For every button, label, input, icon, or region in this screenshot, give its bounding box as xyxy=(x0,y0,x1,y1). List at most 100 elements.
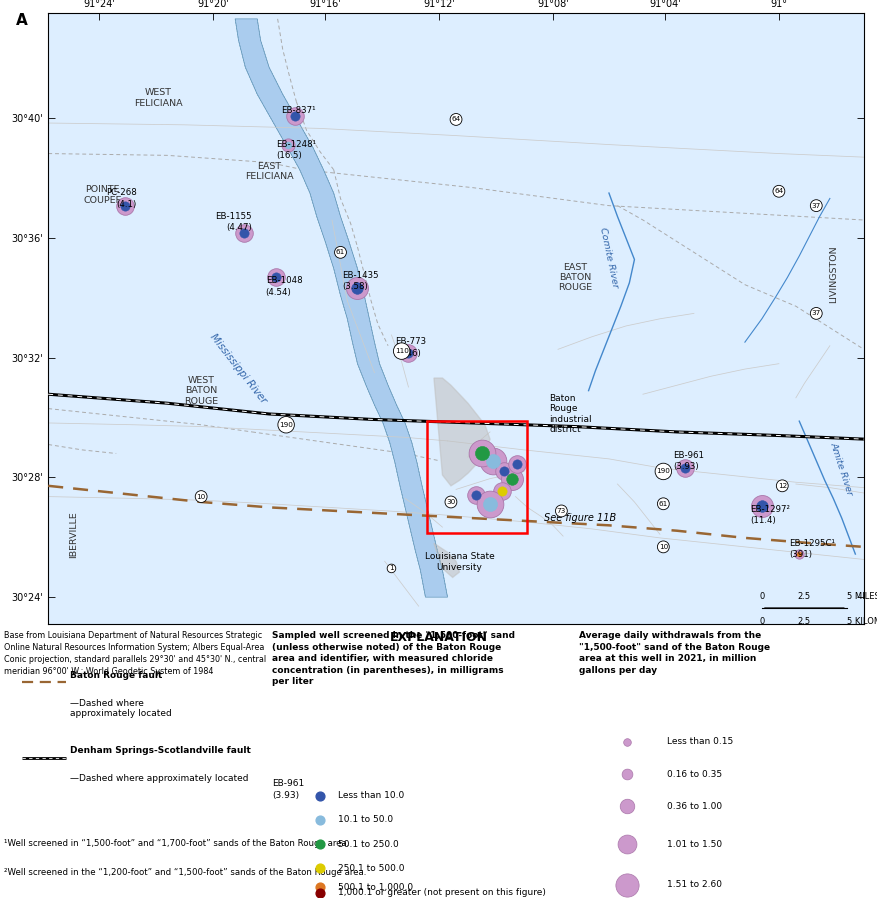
Point xyxy=(483,497,497,511)
Point xyxy=(237,225,251,240)
Point xyxy=(118,198,132,213)
Point xyxy=(505,471,519,486)
Text: Mississippi River: Mississippi River xyxy=(209,331,268,405)
Point xyxy=(288,109,302,123)
Text: 250.1 to 500.0: 250.1 to 500.0 xyxy=(338,864,404,873)
Text: Average daily withdrawals from the
"1,500-foot" sand of the Baton Rouge
area at : Average daily withdrawals from the "1,50… xyxy=(579,631,770,674)
Text: EB-837¹: EB-837¹ xyxy=(281,106,316,115)
Point xyxy=(620,837,634,851)
Text: Base from Louisiana Department of Natural Resources Strategic
Online Natural Res: Base from Louisiana Department of Natura… xyxy=(4,631,267,675)
Text: ²Well screened in the “1,200-foot” and “1,500-foot” sands of the Baton Rouge are: ²Well screened in the “1,200-foot” and “… xyxy=(4,868,367,877)
Point xyxy=(679,461,693,475)
Text: 190: 190 xyxy=(656,469,670,474)
Point xyxy=(402,346,416,360)
Text: Baton Rouge fault: Baton Rouge fault xyxy=(70,671,162,680)
Polygon shape xyxy=(434,378,490,486)
Text: 0: 0 xyxy=(759,617,765,626)
Text: EB-1155
(4.47): EB-1155 (4.47) xyxy=(216,212,252,232)
Point xyxy=(288,109,302,123)
Text: 0: 0 xyxy=(759,592,765,601)
Text: 37: 37 xyxy=(811,311,821,316)
Point xyxy=(269,270,283,285)
Text: —Dashed where approximately located: —Dashed where approximately located xyxy=(70,774,249,783)
Polygon shape xyxy=(235,19,447,597)
Text: 5 KILOMETERS: 5 KILOMETERS xyxy=(847,617,877,626)
Point xyxy=(474,446,488,461)
Text: 10: 10 xyxy=(659,544,668,550)
Text: 190: 190 xyxy=(279,422,293,427)
Point xyxy=(313,885,327,898)
Text: Louisiana State
University: Louisiana State University xyxy=(424,552,495,572)
Text: 2.5: 2.5 xyxy=(798,592,811,601)
Text: EB-773
(3.46): EB-773 (3.46) xyxy=(395,338,426,357)
Text: Less than 10.0: Less than 10.0 xyxy=(338,791,404,800)
Text: 30: 30 xyxy=(446,499,455,505)
Point xyxy=(474,446,488,461)
Text: 12: 12 xyxy=(778,483,787,489)
Text: 61: 61 xyxy=(336,250,346,255)
Text: Comite River: Comite River xyxy=(598,226,620,288)
Text: 500.1 to 1,000.0: 500.1 to 1,000.0 xyxy=(338,883,413,892)
Point xyxy=(510,457,524,471)
Point xyxy=(792,547,806,561)
Text: 50.1 to 250.0: 50.1 to 250.0 xyxy=(338,840,398,849)
Text: 1.01 to 1.50: 1.01 to 1.50 xyxy=(667,840,722,849)
Text: WEST
FELICIANA: WEST FELICIANA xyxy=(134,88,183,108)
Point xyxy=(469,488,483,502)
Polygon shape xyxy=(434,543,460,577)
Text: EXPLANATION: EXPLANATION xyxy=(389,631,488,644)
Point xyxy=(679,461,693,475)
Text: ¹Well screened in “1,500-foot” and “1,700-foot” sands of the Baton Rouge area.: ¹Well screened in “1,500-foot” and “1,70… xyxy=(4,839,350,848)
Text: 110: 110 xyxy=(395,348,409,354)
Text: 0.16 to 0.35: 0.16 to 0.35 xyxy=(667,770,722,779)
Text: Amite River: Amite River xyxy=(829,441,854,497)
Point xyxy=(313,880,327,894)
Point xyxy=(351,281,365,295)
Point xyxy=(237,225,251,240)
Text: IBERVILLE: IBERVILLE xyxy=(69,511,78,558)
Text: EB-1248¹
(16.5): EB-1248¹ (16.5) xyxy=(276,140,316,160)
Point xyxy=(402,346,416,360)
Text: PC-268
(4.1): PC-268 (4.1) xyxy=(106,189,137,208)
Text: EB-961
(3.93): EB-961 (3.93) xyxy=(272,779,304,799)
Text: 37: 37 xyxy=(811,203,821,208)
Point xyxy=(755,498,769,513)
Point xyxy=(469,488,483,502)
Text: 10.1 to 50.0: 10.1 to 50.0 xyxy=(338,815,393,824)
Point xyxy=(351,281,365,295)
Text: WEST
BATON
ROUGE: WEST BATON ROUGE xyxy=(184,375,218,406)
Point xyxy=(495,484,509,498)
Text: 0.36 to 1.00: 0.36 to 1.00 xyxy=(667,802,722,811)
Text: 2.5: 2.5 xyxy=(798,617,811,626)
Text: Baton
Rouge
industrial
district: Baton Rouge industrial district xyxy=(550,394,592,434)
Text: See figure 11B: See figure 11B xyxy=(545,513,617,524)
Text: Denham Springs-Scotlandville fault: Denham Springs-Scotlandville fault xyxy=(70,746,251,755)
Point xyxy=(269,270,283,285)
Text: —Dashed where
approximately located: —Dashed where approximately located xyxy=(70,699,172,718)
Text: A: A xyxy=(16,13,27,29)
Point xyxy=(281,137,295,152)
Point xyxy=(487,453,501,468)
Point xyxy=(495,484,509,498)
Point xyxy=(620,767,634,781)
Text: EAST
FELICIANA: EAST FELICIANA xyxy=(245,162,294,181)
Text: 5 MILES: 5 MILES xyxy=(847,592,877,601)
Text: EB-1435
(3.58): EB-1435 (3.58) xyxy=(342,271,379,291)
Text: 73: 73 xyxy=(557,508,566,514)
Point xyxy=(496,464,510,479)
Point xyxy=(487,453,501,468)
Text: 61: 61 xyxy=(659,501,668,506)
Text: 1,000.1 or greater (not present on this figure): 1,000.1 or greater (not present on this … xyxy=(338,888,545,897)
Point xyxy=(620,799,634,814)
Point xyxy=(505,471,519,486)
Point xyxy=(313,788,327,803)
Text: POINTE
COUPEE: POINTE COUPEE xyxy=(83,185,122,205)
Text: EB-1295C¹
(391): EB-1295C¹ (391) xyxy=(789,539,835,559)
Text: LIVINGSTON: LIVINGSTON xyxy=(829,245,838,303)
Text: 10: 10 xyxy=(196,494,206,499)
Point xyxy=(792,547,806,561)
Bar xyxy=(427,421,527,533)
Point xyxy=(281,137,295,152)
Text: 64: 64 xyxy=(452,117,460,122)
Point xyxy=(620,877,634,892)
